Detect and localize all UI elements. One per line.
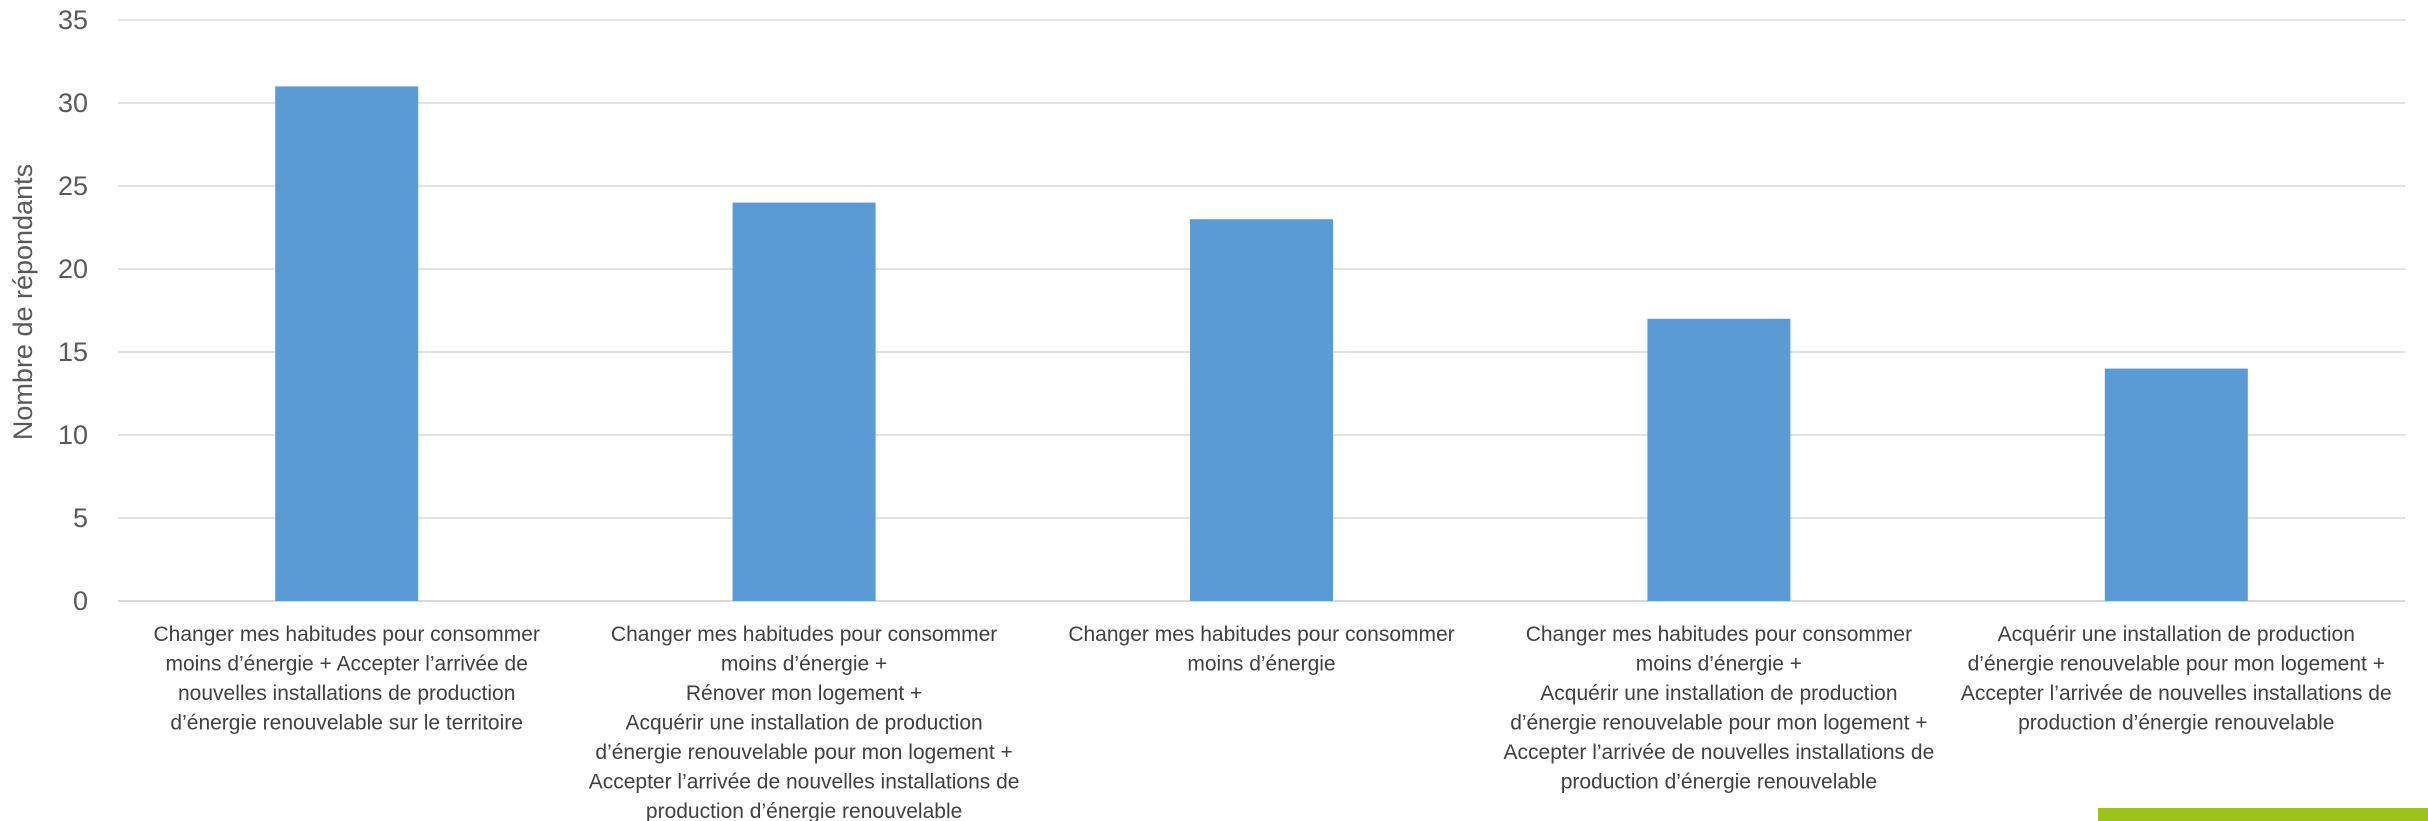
category-label-line: moins d’énergie + Accepter l’arrivée de (165, 653, 527, 676)
x-axis-category-labels: Changer mes habitudes pour consommer moin… (154, 623, 2392, 821)
category-label-line: d’énergie renouvelable pour mon logement… (595, 741, 1012, 764)
category-label-line: production d’énergie renouvelable (1561, 771, 1877, 794)
bar (1190, 219, 1333, 601)
category-label-line: Acquérir une installation de production (1540, 682, 1897, 705)
category-label-line: Acquérir une installation de production (1998, 623, 2355, 646)
category-label-line: d’énergie renouvelable pour mon logement… (1510, 712, 1927, 735)
y-tick-label: 35 (58, 5, 88, 35)
category-label-line: Changer mes habitudes pour consommer (611, 623, 997, 646)
bar (2104, 368, 2248, 601)
y-tick-label: 30 (58, 88, 88, 118)
y-tick-label: 0 (73, 586, 88, 616)
category-label-line: Changer mes habitudes pour consommer (154, 623, 540, 646)
accent-bar (2098, 808, 2428, 821)
category-label-line: Rénover mon logement + (686, 682, 922, 705)
category-label-line: Accepter l’arrivée de nouvelles installa… (1961, 682, 2392, 705)
category-label-line: moins d’énergie + (1636, 653, 1802, 676)
category-label-line: nouvelles installations de production (178, 682, 515, 705)
bars (275, 86, 2248, 601)
y-tick-label: 15 (58, 337, 88, 367)
category-label-line: production d’énergie renouvelable (2018, 712, 2334, 735)
category-label-line: Accepter l’arrivée de nouvelles installa… (589, 771, 1020, 794)
category-label-line: Changer mes habitudes pour consommer (1526, 623, 1912, 646)
y-tick-label: 20 (58, 254, 88, 284)
bar (1647, 318, 1791, 601)
y-axis-ticks: 0 5 10 15 20 25 30 35 (58, 5, 88, 616)
category-label-line: Accepter l’arrivée de nouvelles installa… (1504, 741, 1935, 764)
y-tick-label: 5 (73, 503, 88, 533)
category-label-line: production d’énergie renouvelable (646, 800, 962, 821)
category-label-line: d’énergie renouvelable sur le territoire (170, 712, 523, 735)
category-label-line: Changer mes habitudes pour consommer (1068, 623, 1454, 646)
y-tick-label: 25 (58, 171, 88, 201)
bar (732, 202, 876, 601)
category-label-line: d’énergie renouvelable pour mon logement… (1968, 653, 2385, 676)
category-label-line: moins d’énergie (1187, 653, 1335, 676)
y-tick-label: 10 (58, 420, 88, 450)
category-label-line: Acquérir une installation de production (625, 712, 982, 735)
bar (275, 86, 419, 601)
y-axis-title: Nombre de répondants (8, 164, 38, 440)
category-label-line: moins d’énergie + (721, 653, 887, 676)
